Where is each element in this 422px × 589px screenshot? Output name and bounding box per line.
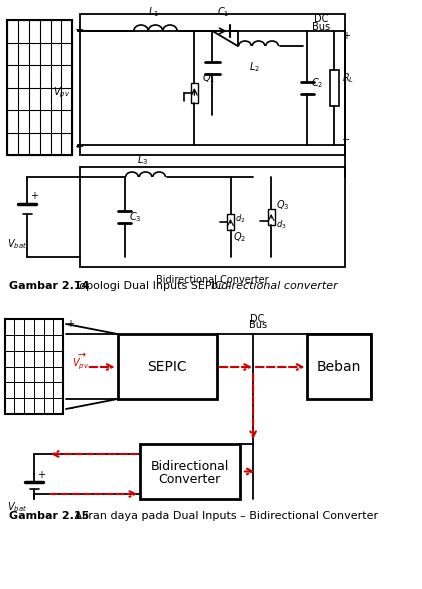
Text: Bidirectional: Bidirectional	[151, 460, 229, 473]
Text: −: −	[75, 142, 84, 152]
Text: Gambar 2.15: Gambar 2.15	[9, 511, 89, 521]
Text: $\overrightarrow{V_{pv}}$: $\overrightarrow{V_{pv}}$	[72, 351, 89, 371]
Text: Converter: Converter	[159, 473, 221, 486]
Text: +: +	[37, 469, 45, 479]
Text: Bus: Bus	[312, 22, 330, 32]
Text: +: +	[342, 31, 350, 41]
Text: Beban: Beban	[317, 359, 361, 373]
Text: Aliran daya pada Dual Inputs – Bidirectional Converter: Aliran daya pada Dual Inputs – Bidirecti…	[70, 511, 378, 521]
Text: $V_{bat}$: $V_{bat}$	[7, 237, 27, 251]
Text: $d_2$: $d_2$	[235, 213, 246, 225]
Text: Bidirectional Converter: Bidirectional Converter	[156, 275, 269, 285]
Text: Gambar 2.14: Gambar 2.14	[9, 281, 89, 291]
Text: $L_1$: $L_1$	[148, 5, 159, 19]
Text: +: +	[66, 319, 74, 329]
Text: DC: DC	[250, 314, 265, 324]
Text: $L_3$: $L_3$	[137, 153, 149, 167]
Text: $C_2$: $C_2$	[311, 76, 323, 90]
Text: $C_3$: $C_3$	[129, 210, 142, 224]
Text: SEPIC: SEPIC	[147, 359, 187, 373]
Text: $V_{pv}$: $V_{pv}$	[54, 86, 70, 100]
Text: $Q_2$: $Q_2$	[233, 230, 246, 244]
Text: $L_2$: $L_2$	[249, 60, 260, 74]
Text: Bus: Bus	[249, 320, 267, 330]
Text: $d_3$: $d_3$	[276, 219, 287, 231]
Text: $V_{bat}$: $V_{bat}$	[7, 500, 27, 514]
Text: Topologi Dual Inputs SEPIC –: Topologi Dual Inputs SEPIC –	[70, 281, 235, 291]
Text: bidirectional converter: bidirectional converter	[211, 281, 337, 291]
Text: +: +	[30, 191, 38, 201]
Text: +: +	[75, 25, 84, 35]
Text: $C_1$: $C_1$	[217, 5, 230, 19]
Text: $Q_1$: $Q_1$	[202, 71, 215, 85]
Text: $R_L$: $R_L$	[342, 71, 354, 85]
Text: −: −	[66, 404, 74, 414]
Text: $Q_3$: $Q_3$	[276, 198, 289, 212]
Text: DC: DC	[314, 14, 328, 24]
Text: −: −	[342, 135, 350, 145]
